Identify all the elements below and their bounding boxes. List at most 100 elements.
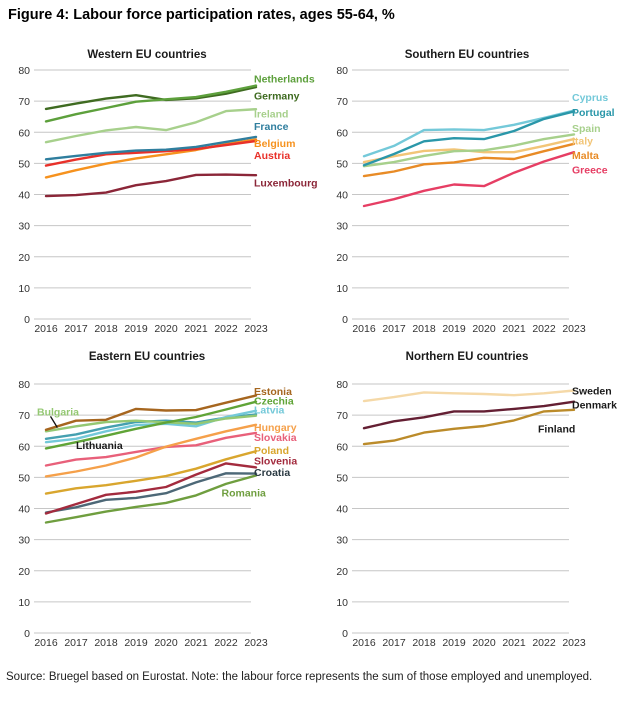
y-tick-label: 70 — [18, 96, 30, 108]
y-tick-label: 80 — [336, 65, 348, 77]
chart-southern-eu-plot: 0 10 20 30 40 50 60 70 80 2016 2017 2018 2019 2020 202… — [336, 65, 615, 335]
series-label-slovenia: Slovenia — [254, 456, 297, 468]
line-malta — [362, 142, 576, 178]
y-tick-label: 30 — [18, 221, 30, 233]
x-tick-label: 2016 — [34, 637, 58, 649]
y-tick-label: 10 — [18, 283, 30, 295]
line-greece — [362, 150, 576, 208]
line-croatia — [44, 472, 258, 514]
y-tick-label: 0 — [342, 628, 348, 640]
x-tick-label: 2022 — [214, 637, 238, 649]
y-tick-label: 50 — [18, 472, 30, 484]
x-tick-label: 2017 — [64, 637, 88, 649]
series-label-denmark: Denmark — [572, 400, 617, 412]
y-tick-label: 60 — [336, 441, 348, 453]
y-tick-label: 40 — [336, 504, 348, 516]
series-label-austria: Austria — [254, 150, 290, 162]
y-tick-label: 0 — [24, 314, 30, 326]
x-tick-label: 2019 — [442, 323, 466, 335]
line-finland — [362, 408, 576, 446]
x-tick-label: 2020 — [472, 637, 496, 649]
series-label-finland: Finland — [538, 424, 575, 436]
figure-title: Figure 4: Labour force participation rat… — [8, 7, 395, 23]
chart-eastern-eu-plot: 0 10 20 30 40 50 60 70 80 2016 2017 2018 2019 2020 202… — [18, 379, 297, 649]
x-tick-label: 2016 — [352, 323, 376, 335]
x-tick-label: 2022 — [532, 637, 556, 649]
y-tick-label: 60 — [18, 441, 30, 453]
y-tick-label: 40 — [18, 504, 30, 516]
y-tick-label: 0 — [342, 314, 348, 326]
callout-line — [49, 416, 58, 428]
x-tick-label: 2018 — [94, 637, 118, 649]
y-tick-label: 80 — [336, 379, 348, 391]
y-tick-label: 70 — [336, 410, 348, 422]
series-label-italy: Italy — [572, 135, 593, 147]
y-tick-label: 50 — [18, 158, 30, 170]
x-tick-label: 2019 — [124, 323, 148, 335]
series-label-germany: Germany — [254, 91, 300, 103]
x-tick-label: 2016 — [352, 637, 376, 649]
x-tick-label: 2017 — [382, 637, 406, 649]
x-tick-label: 2017 — [382, 323, 406, 335]
x-tick-label: 2018 — [94, 323, 118, 335]
series-label-croatia: Croatia — [254, 467, 290, 479]
x-tick-label: 2017 — [64, 323, 88, 335]
y-tick-label: 80 — [18, 379, 30, 391]
chart-western-eu-plot: 0 10 20 30 40 50 60 70 80 2016 2017 2018 2019 2020 202… — [18, 65, 318, 335]
y-tick-label: 30 — [336, 535, 348, 547]
series-label-france: France — [254, 121, 289, 133]
line-czechia — [44, 400, 258, 450]
y-tick-label: 50 — [336, 472, 348, 484]
x-tick-label: 2018 — [412, 323, 436, 335]
x-tick-label: 2018 — [412, 637, 436, 649]
line-spain — [362, 133, 576, 168]
chart-title-eastern: Eastern EU countries — [88, 351, 206, 363]
series-label-hungary: Hungary — [254, 422, 297, 434]
line-netherlands — [44, 84, 258, 123]
y-tick-label: 60 — [336, 127, 348, 139]
series-label-portugal: Portugal — [572, 107, 615, 119]
x-tick-label: 2020 — [154, 637, 178, 649]
series-label-spain: Spain — [572, 123, 601, 135]
x-tick-label: 2020 — [472, 323, 496, 335]
x-tick-label: 2023 — [562, 637, 586, 649]
series-label-bulgaria: Bulgaria — [37, 406, 79, 418]
chart-title-southern: Southern EU countries — [404, 49, 530, 61]
chart-northern-eu-plot: 0 10 20 30 40 50 60 70 80 2016 2017 2018 2019 2020 202… — [336, 379, 617, 649]
line-hungary — [44, 423, 258, 478]
series-label-belgium: Belgium — [254, 138, 295, 150]
series-label-slovakia: Slovakia — [254, 432, 297, 444]
x-tick-label: 2021 — [502, 323, 526, 335]
x-tick-label: 2021 — [184, 323, 208, 335]
x-tick-label: 2022 — [532, 323, 556, 335]
x-tick-label: 2020 — [154, 323, 178, 335]
line-ireland — [44, 108, 258, 144]
x-tick-label: 2023 — [244, 323, 268, 335]
series-label-netherlands: Netherlands — [254, 74, 315, 86]
series-label-malta: Malta — [572, 150, 599, 162]
line-austria — [44, 139, 258, 167]
x-tick-label: 2019 — [124, 637, 148, 649]
line-portugal — [362, 110, 576, 167]
source-note: Source: Bruegel based on Eurostat. Note:… — [6, 671, 593, 683]
y-tick-label: 70 — [18, 410, 30, 422]
series-label-sweden: Sweden — [572, 386, 612, 398]
series-label-cyprus: Cyprus — [572, 92, 608, 104]
line-poland — [44, 449, 258, 495]
y-tick-label: 20 — [336, 566, 348, 578]
x-tick-label: 2021 — [502, 637, 526, 649]
x-tick-label: 2016 — [34, 323, 58, 335]
line-luxembourg — [44, 173, 258, 198]
x-tick-label: 2023 — [244, 637, 268, 649]
y-tick-label: 40 — [18, 190, 30, 202]
y-tick-label: 10 — [18, 597, 30, 609]
series-label-ireland: Ireland — [254, 108, 288, 120]
line-estonia — [44, 394, 258, 431]
series-label-estonia: Estonia — [254, 386, 292, 398]
line-sweden — [362, 389, 576, 403]
y-tick-label: 10 — [336, 283, 348, 295]
series-label-poland: Poland — [254, 445, 289, 457]
series-label-luxembourg: Luxembourg — [254, 178, 318, 190]
y-tick-label: 0 — [24, 628, 30, 640]
x-tick-label: 2021 — [184, 637, 208, 649]
